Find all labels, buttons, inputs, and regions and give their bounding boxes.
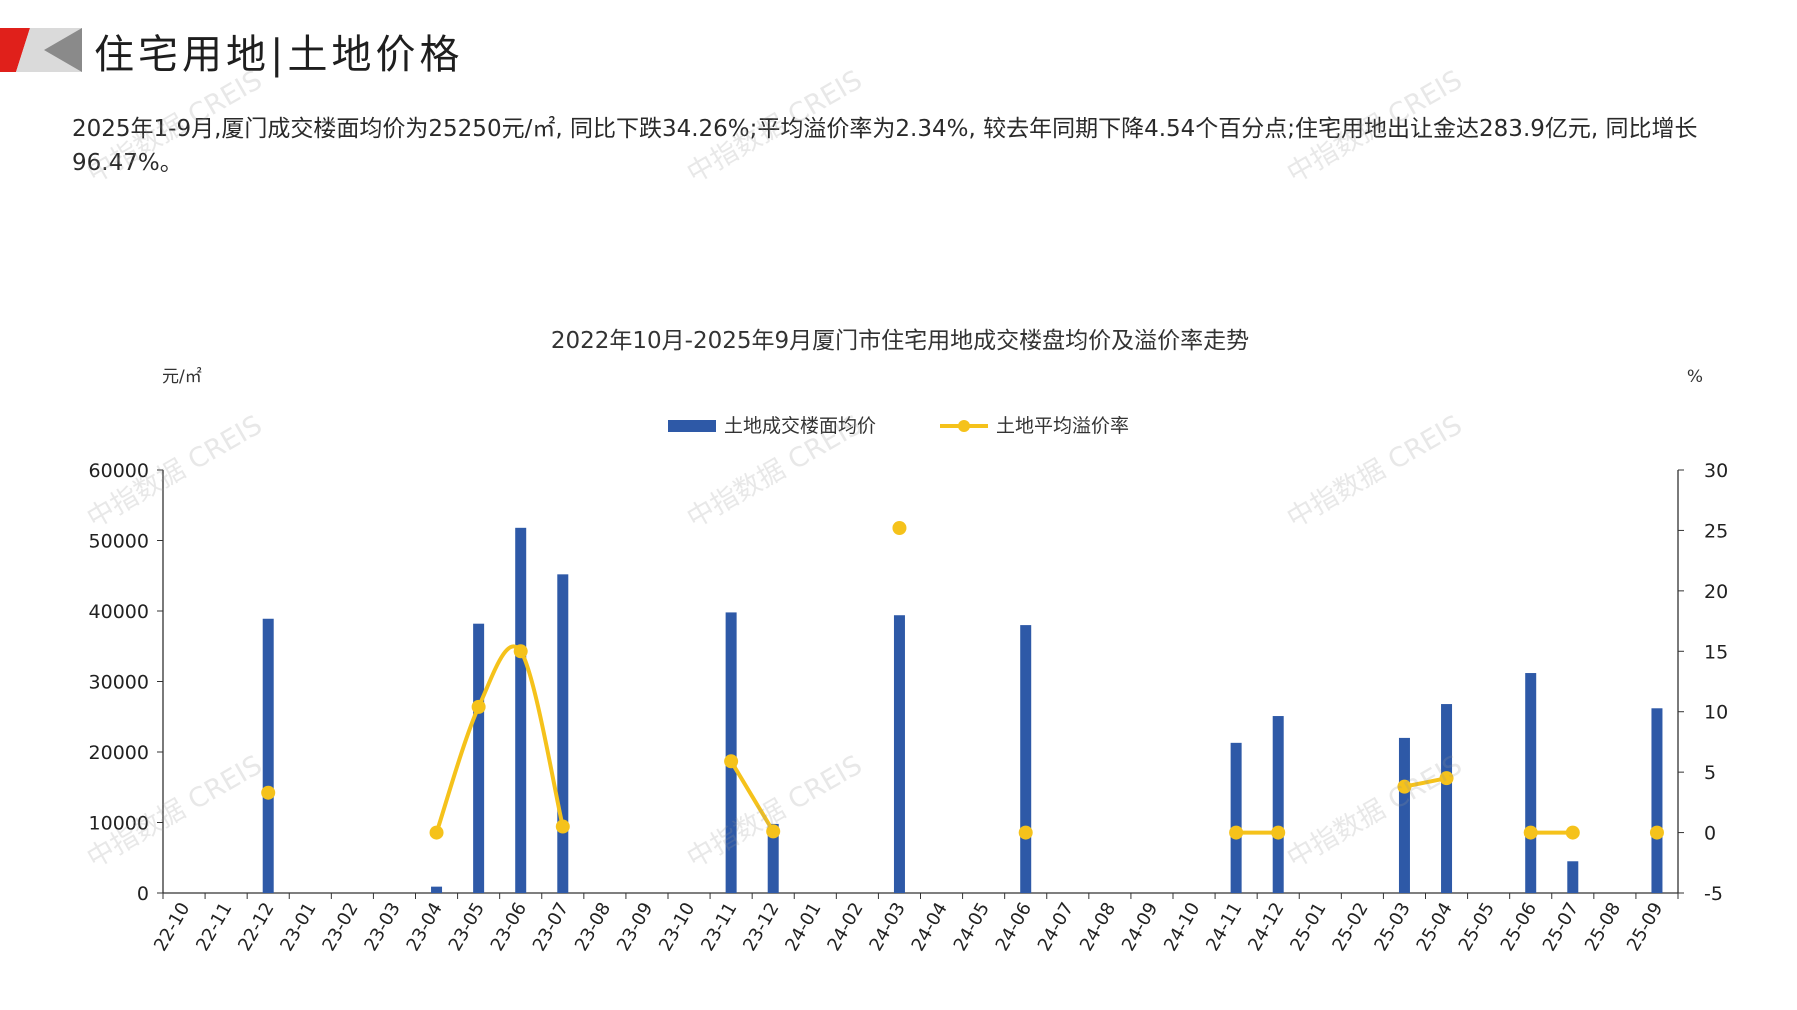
y-right-tick-label: 10: [1704, 702, 1728, 724]
x-tick-label: 25-04: [1413, 899, 1457, 955]
x-tick-label: 24-12: [1244, 899, 1288, 955]
y-right-tick-label: 15: [1704, 641, 1728, 663]
x-tick-label: 23-09: [613, 899, 657, 955]
y-right-tick-label: 30: [1704, 460, 1728, 482]
x-tick-label: 22-11: [192, 899, 236, 955]
x-tick-label: 25-05: [1455, 899, 1499, 955]
bar: [1651, 708, 1663, 893]
bar: [1567, 861, 1579, 893]
x-tick-label: 23-05: [445, 899, 489, 955]
bar: [1230, 742, 1242, 893]
x-tick-label: 24-08: [1076, 899, 1120, 955]
x-tick-label: 24-01: [781, 899, 825, 955]
x-tick-label: 24-10: [1160, 899, 1204, 955]
x-tick-label: 23-06: [487, 899, 531, 955]
premium-rate-point: [1565, 825, 1580, 840]
premium-rate-line: [434, 644, 565, 834]
x-tick-label: 23-08: [571, 899, 615, 955]
legend-bar-swatch: [668, 420, 716, 432]
x-tick-label: 23-12: [739, 899, 783, 955]
bar: [473, 623, 485, 893]
x-tick-label: 25-06: [1497, 899, 1541, 955]
premium-rate-point: [1523, 825, 1538, 840]
x-tick-label: 25-09: [1623, 899, 1667, 955]
y-left-tick-label: 30000: [89, 672, 149, 694]
premium-rate-point: [724, 754, 739, 769]
premium-rate-point: [1229, 825, 1244, 840]
bar: [1525, 673, 1537, 893]
x-tick-label: 23-03: [360, 899, 404, 955]
bar: [1398, 737, 1410, 893]
x-tick-label: 24-11: [1202, 899, 1246, 955]
x-tick-label: 24-06: [992, 899, 1036, 955]
y-left-tick-label: 40000: [89, 601, 149, 623]
legend-bar-label: 土地成交楼面均价: [724, 415, 876, 437]
bar: [515, 527, 527, 893]
x-tick-label: 24-03: [865, 899, 909, 955]
y-right-tick-label: -5: [1704, 883, 1723, 905]
premium-rate-point: [1439, 771, 1454, 786]
header: 住宅用地|土地价格: [0, 0, 1797, 90]
x-tick-label: 22-12: [234, 899, 278, 955]
bar: [1020, 625, 1032, 893]
y-left-tick-label: 0: [137, 883, 149, 905]
premium-rate-point: [471, 699, 486, 714]
x-tick-label: 25-07: [1539, 899, 1583, 955]
page-title: 住宅用地|土地价格: [94, 32, 464, 78]
premium-rate-point: [261, 785, 276, 800]
x-tick-label: 23-10: [655, 899, 699, 955]
bar: [767, 823, 779, 893]
x-tick-label: 25-01: [1286, 899, 1330, 955]
x-tick-label: 24-04: [908, 899, 952, 955]
bar: [431, 886, 443, 893]
x-tick-label: 23-04: [403, 899, 447, 955]
y-left-tick-label: 60000: [89, 460, 149, 482]
x-tick-label: 24-07: [1034, 899, 1078, 955]
bar: [557, 574, 569, 893]
brand-logo-icon: [0, 28, 82, 72]
premium-rate-point: [1397, 779, 1412, 794]
x-tick-label: 25-03: [1370, 899, 1414, 955]
bar: [262, 618, 274, 893]
x-tick-label: 24-09: [1118, 899, 1162, 955]
y-right-unit-label: %: [1687, 367, 1703, 387]
x-tick-label: 25-08: [1581, 899, 1625, 955]
bar: [1441, 704, 1453, 893]
premium-rate-point: [513, 644, 528, 659]
legend-line-marker: [958, 420, 970, 432]
x-tick-label: 23-11: [697, 899, 741, 955]
premium-rate-point: [1649, 825, 1664, 840]
y-right-tick-label: 25: [1704, 520, 1728, 542]
bar: [1272, 716, 1284, 893]
x-tick-label: 22-10: [150, 899, 194, 955]
premium-rate-line: [729, 760, 775, 833]
bar: [725, 612, 737, 893]
summary-text: 2025年1-9月,厦门成交楼面均价为25250元/㎡, 同比下跌34.26%;…: [72, 116, 1698, 176]
x-tick-label: 23-07: [529, 899, 573, 955]
y-right-tick-label: 20: [1704, 581, 1728, 603]
y-right-tick-label: 0: [1704, 823, 1716, 845]
y-left-tick-label: 20000: [89, 742, 149, 764]
premium-rate-point: [1018, 825, 1033, 840]
legend-line-label: 土地平均溢价率: [996, 415, 1129, 437]
x-tick-label: 24-05: [950, 899, 994, 955]
y-left-tick-label: 10000: [89, 813, 149, 835]
y-right-tick-label: 5: [1704, 762, 1716, 784]
y-left-tick-label: 50000: [89, 531, 149, 553]
bar: [893, 615, 905, 893]
chart-area: 2022年10月-2025年9月厦门市住宅用地成交楼盘均价及溢价率走势元/㎡% 土…: [0, 300, 1797, 1000]
chart-title: 2022年10月-2025年9月厦门市住宅用地成交楼盘均价及溢价率走势: [551, 328, 1249, 354]
x-tick-label: 23-02: [318, 899, 362, 955]
premium-rate-point: [766, 824, 781, 839]
premium-rate-point: [1271, 825, 1286, 840]
y-left-unit-label: 元/㎡: [162, 367, 202, 387]
x-tick-label: 24-02: [823, 899, 867, 955]
premium-rate-point: [892, 521, 907, 536]
premium-rate-point: [555, 819, 570, 834]
x-tick-label: 25-02: [1328, 899, 1372, 955]
x-tick-label: 23-01: [276, 899, 320, 955]
premium-rate-point: [429, 825, 444, 840]
